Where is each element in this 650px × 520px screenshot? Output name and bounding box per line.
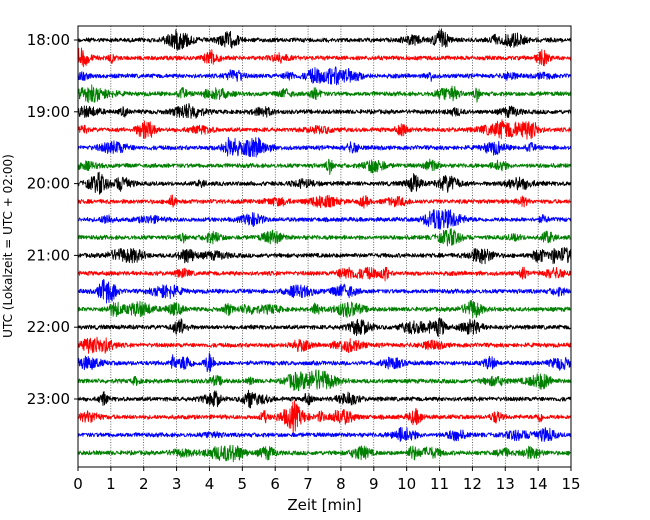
trace-2345 [77,444,572,463]
y-axis-ticks: 18:00 19:00 20:00 21:00 22:00 23:00 [27,31,78,408]
x-tick-label: 5 [238,475,248,493]
trace-1800 [77,28,572,51]
trace-2330 [77,426,572,443]
plot-frame [77,25,572,468]
y-tick-label: 23:00 [27,390,70,408]
x-tick-label: 15 [561,475,580,493]
x-tick-label: 0 [73,475,83,493]
x-gridlines [110,26,539,467]
x-tick-label: 6 [270,475,280,493]
x-tick-label: 7 [303,475,313,493]
trace-1845 [77,84,572,103]
trace-2130 [77,278,572,304]
trace-1830 [77,66,572,86]
trace-2000 [77,171,572,195]
x-axis-ticks: 0 1 2 3 4 5 6 7 8 9 10 11 12 13 14 15 [73,467,581,493]
x-axis-label: Zeit [min] [287,496,361,514]
y-tick-label: 22:00 [27,318,70,336]
x-tick-label: 8 [336,475,346,493]
x-tick-label: 2 [139,475,149,493]
y-axis-label: UTC (Lokalzeit = UTC + 02:00) [1,154,15,338]
trace-2115 [77,266,572,282]
trace-2100 [77,246,572,265]
trace-1900 [77,103,572,119]
trace-2315 [77,400,572,435]
trace-2245 [77,369,572,392]
seismic-traces [77,28,572,463]
x-tick-label: 9 [369,475,379,493]
x-tick-label: 11 [430,475,449,493]
trace-1930 [77,136,572,158]
trace-1915 [77,119,572,140]
x-tick-label: 12 [463,475,482,493]
x-tick-label: 14 [529,475,548,493]
trace-2045 [77,228,572,247]
y-tick-label: 18:00 [27,31,70,49]
x-tick-label: 10 [397,475,416,493]
trace-2145 [77,299,572,318]
trace-2030 [77,208,572,230]
trace-1815 [77,47,572,68]
x-tick-label: 1 [106,475,116,493]
x-tick-label: 4 [205,475,215,493]
trace-2230 [77,352,572,373]
trace-2300 [77,389,572,409]
x-tick-label: 13 [496,475,515,493]
trace-1945 [77,158,572,175]
y-tick-label: 20:00 [27,175,70,193]
trace-2015 [77,194,572,209]
trace-2200 [77,317,572,338]
trace-2215 [77,336,572,354]
y-tick-label: 19:00 [27,103,70,121]
x-tick-label: 3 [172,475,182,493]
y-tick-label: 21:00 [27,246,70,264]
